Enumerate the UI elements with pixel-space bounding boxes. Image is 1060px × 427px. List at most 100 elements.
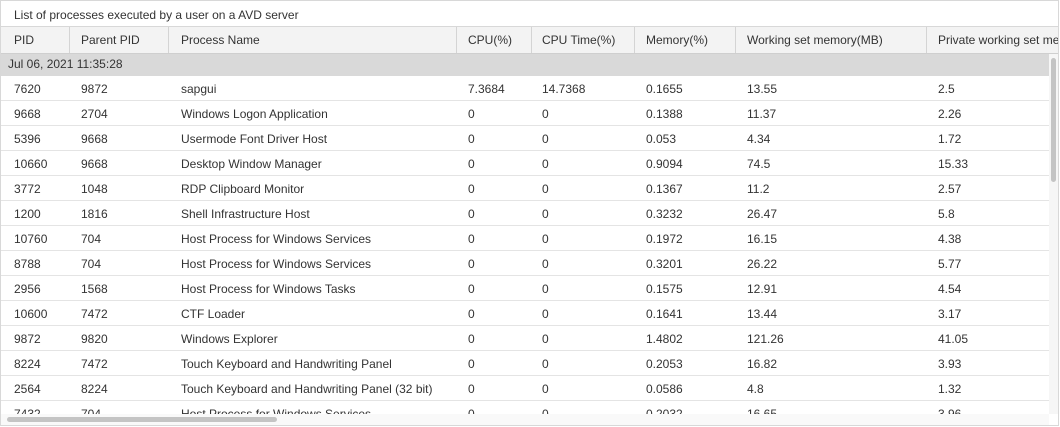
table-row[interactable]: 3772 1048 RDP Clipboard Monitor 0 0 0.1367 11.… — [1, 176, 1049, 201]
column-divider[interactable] — [735, 27, 736, 53]
cell-process-name: Desktop Window Manager — [181, 157, 322, 171]
table-row[interactable]: 7620 9872 sapgui 7.3684 14.7368 0.1655 13.55 2.… — [1, 76, 1049, 101]
vertical-scrollbar-thumb[interactable] — [1051, 58, 1056, 182]
cell-pid: 2564 — [14, 382, 41, 396]
table-row[interactable]: 9668 2704 Windows Logon Application 0 0 0.138… — [1, 101, 1049, 126]
cell-cpu-time: 0 — [542, 407, 549, 414]
vertical-scrollbar[interactable] — [1049, 54, 1058, 414]
column-header-private-working-set[interactable]: Private working set memory(MB) — [938, 33, 1059, 47]
cell-private-working-set: 2.57 — [938, 182, 962, 196]
cell-memory: 0.1575 — [646, 282, 683, 296]
cell-memory: 1.4802 — [646, 332, 683, 346]
cell-memory: 0.053 — [646, 132, 677, 146]
cell-process-name: Host Process for Windows Tasks — [181, 282, 356, 296]
cell-memory: 0.3232 — [646, 207, 683, 221]
cell-process-name: CTF Loader — [181, 307, 246, 321]
table-body: 7620 9872 sapgui 7.3684 14.7368 0.1655 13.55 2.… — [1, 76, 1049, 414]
cell-cpu-time: 0 — [542, 382, 549, 396]
table-row[interactable]: 5396 9668 Usermode Font Driver Host 0 0 0.053… — [1, 126, 1049, 151]
column-divider[interactable] — [69, 27, 70, 53]
cell-process-name: RDP Clipboard Monitor — [181, 182, 305, 196]
cell-memory: 0.0586 — [646, 382, 683, 396]
table-row[interactable]: 1200 1816 Shell Infrastructure Host 0 0 0.323… — [1, 201, 1049, 226]
cell-parent-pid: 9820 — [81, 332, 108, 346]
cell-cpu-time: 0 — [542, 307, 549, 321]
cell-private-working-set: 4.54 — [938, 282, 962, 296]
table-row[interactable]: 10760 704 Host Process for Windows Service… — [1, 226, 1049, 251]
cell-cpu-time: 0 — [542, 182, 549, 196]
table-row[interactable]: 8224 7472 Touch Keyboard and Handwriting P… — [1, 351, 1049, 376]
cell-private-working-set: 41.05 — [938, 332, 969, 346]
cell-working-set-memory: 26.22 — [747, 257, 778, 271]
cell-parent-pid: 9872 — [81, 82, 108, 96]
cell-working-set-memory: 4.34 — [747, 132, 771, 146]
cell-process-name: Touch Keyboard and Handwriting Panel (32… — [181, 382, 433, 396]
cell-cpu: 0 — [468, 157, 475, 171]
table-row[interactable]: 10600 7472 CTF Loader 0 0 0.1641 13.44 3.17 — [1, 301, 1049, 326]
cell-memory: 0.1367 — [646, 182, 683, 196]
cell-cpu: 0 — [468, 182, 475, 196]
horizontal-scrollbar[interactable] — [1, 414, 1049, 425]
table-row[interactable]: 8788 704 Host Process for Windows Services… — [1, 251, 1049, 276]
cell-cpu-time: 0 — [542, 132, 549, 146]
column-divider[interactable] — [634, 27, 635, 53]
table-row[interactable]: 10660 9668 Desktop Window Manager 0 0 0.9094 7… — [1, 151, 1049, 176]
cell-process-name: sapgui — [181, 82, 217, 96]
cell-parent-pid: 704 — [81, 257, 102, 271]
cell-pid: 2956 — [14, 282, 41, 296]
table-row[interactable]: 2564 8224 Touch Keyboard and Handwriting P… — [1, 376, 1049, 401]
cell-cpu: 0 — [468, 332, 475, 346]
cell-working-set-memory: 74.5 — [747, 157, 771, 171]
cell-process-name: Host Process for Windows Services — [181, 407, 372, 414]
column-header-pid[interactable]: PID — [14, 33, 35, 47]
cell-parent-pid: 1048 — [81, 182, 108, 196]
cell-private-working-set: 2.26 — [938, 107, 962, 121]
cell-parent-pid: 7472 — [81, 307, 108, 321]
cell-cpu: 0 — [468, 107, 475, 121]
cell-cpu-time: 0 — [542, 357, 549, 371]
column-divider[interactable] — [531, 27, 532, 53]
cell-working-set-memory: 26.47 — [747, 207, 778, 221]
cell-working-set-memory: 11.2 — [747, 182, 770, 196]
cell-memory: 0.1972 — [646, 232, 683, 246]
table-row[interactable]: 7432 704 Host Process for Windows Services… — [1, 401, 1049, 414]
cell-process-name: Host Process for Windows Services — [181, 257, 372, 271]
cell-private-working-set: 3.17 — [938, 307, 962, 321]
cell-pid: 9668 — [14, 107, 41, 121]
column-header-cpu-time[interactable]: CPU Time(%) — [542, 33, 616, 47]
cell-private-working-set: 15.33 — [938, 157, 969, 171]
cell-pid: 10600 — [14, 307, 48, 321]
column-header-working-set-memory[interactable]: Working set memory(MB) — [747, 33, 883, 47]
cell-cpu: 0 — [468, 257, 475, 271]
column-header-memory[interactable]: Memory(%) — [646, 33, 708, 47]
cell-cpu-time: 0 — [542, 282, 549, 296]
cell-memory: 0.3201 — [646, 257, 683, 271]
table-row[interactable]: 2956 1568 Host Process for Windows Tasks 0 0… — [1, 276, 1049, 301]
column-header-parent-pid[interactable]: Parent PID — [81, 33, 140, 47]
cell-working-set-memory: 16.82 — [747, 357, 778, 371]
cell-pid: 8224 — [14, 357, 41, 371]
cell-cpu: 0 — [468, 132, 475, 146]
cell-cpu: 0 — [468, 232, 475, 246]
cell-pid: 7620 — [14, 82, 41, 96]
column-header-process-name[interactable]: Process Name — [181, 33, 260, 47]
cell-parent-pid: 704 — [81, 407, 102, 414]
cell-cpu: 0 — [468, 382, 475, 396]
cell-parent-pid: 2704 — [81, 107, 108, 121]
cell-pid: 10760 — [14, 232, 48, 246]
cell-process-name: Touch Keyboard and Handwriting Panel — [181, 357, 392, 371]
column-divider[interactable] — [168, 27, 169, 53]
cell-working-set-memory: 4.8 — [747, 382, 764, 396]
horizontal-scrollbar-thumb[interactable] — [7, 417, 277, 422]
cell-working-set-memory: 11.37 — [747, 107, 777, 121]
cell-parent-pid: 1568 — [81, 282, 108, 296]
cell-parent-pid: 8224 — [81, 382, 108, 396]
column-header-cpu[interactable]: CPU(%) — [468, 33, 512, 47]
group-row-timestamp[interactable]: Jul 06, 2021 11:35:28 — [1, 54, 1058, 76]
column-divider[interactable] — [926, 27, 927, 53]
cell-pid: 9872 — [14, 332, 41, 346]
cell-working-set-memory: 121.26 — [747, 332, 784, 346]
table-row[interactable]: 9872 9820 Windows Explorer 0 0 1.4802 121.26 41… — [1, 326, 1049, 351]
column-divider[interactable] — [456, 27, 457, 53]
cell-working-set-memory: 16.15 — [747, 232, 778, 246]
